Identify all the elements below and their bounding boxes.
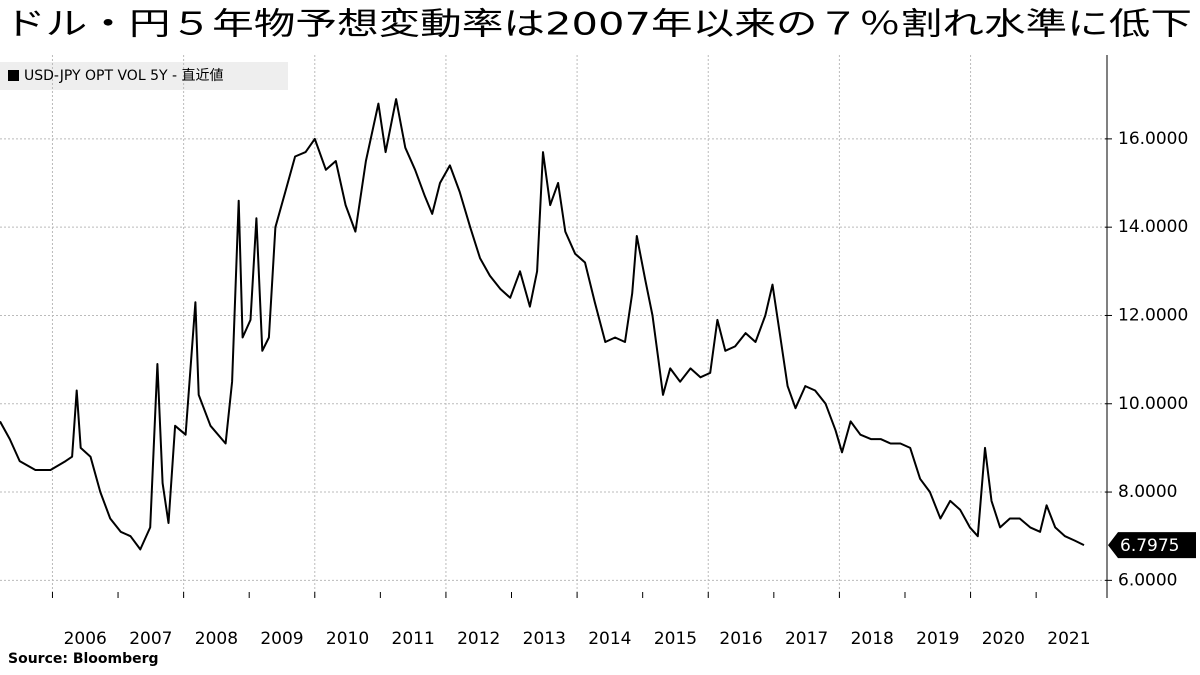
x-tick-label: 2012 (457, 629, 500, 649)
x-tick-label: 2009 (260, 629, 303, 649)
x-tick-label: 2011 (392, 629, 435, 649)
x-tick-label: 2015 (654, 629, 697, 649)
x-tick-label: 2010 (326, 629, 369, 649)
x-tick-label: 2021 (1047, 629, 1090, 649)
source: Source: Bloomberg (8, 651, 159, 667)
y-tick-label: 14.0000 (1118, 217, 1188, 237)
x-tick-label: 2017 (785, 629, 828, 649)
line (0, 98, 1085, 551)
last-value-box (1108, 532, 1196, 559)
legend-label: USD-JPY OPT VOL 5Y - 直近値 (24, 67, 224, 84)
last-value-label: 6.7975 (1120, 536, 1179, 556)
x-tick-label: 2016 (719, 629, 762, 649)
y-tick-label: 8.0000 (1118, 482, 1177, 502)
x-tick-label: 2013 (523, 629, 566, 649)
legend-swatch (8, 70, 19, 81)
x-tick-label: 2020 (982, 629, 1025, 649)
x-tick-label: 2019 (916, 629, 959, 649)
x-tick-label: 2008 (195, 629, 238, 649)
x-tick-label: 2007 (129, 629, 172, 649)
y-tick-label: 16.0000 (1118, 129, 1188, 149)
y-tick-label: 10.0000 (1118, 394, 1188, 414)
legend-box (0, 62, 288, 90)
x-tick-label: 2014 (588, 629, 631, 649)
x-tick-label: 2006 (64, 629, 107, 649)
y-tick-label: 12.0000 (1118, 305, 1188, 325)
x-tick-label: 2018 (851, 629, 894, 649)
chart-title: ドル・円５年物予想変動率は2007年以来の７％割れ水準に低下 (4, 7, 1192, 43)
y-tick-label: 6.0000 (1118, 570, 1177, 590)
